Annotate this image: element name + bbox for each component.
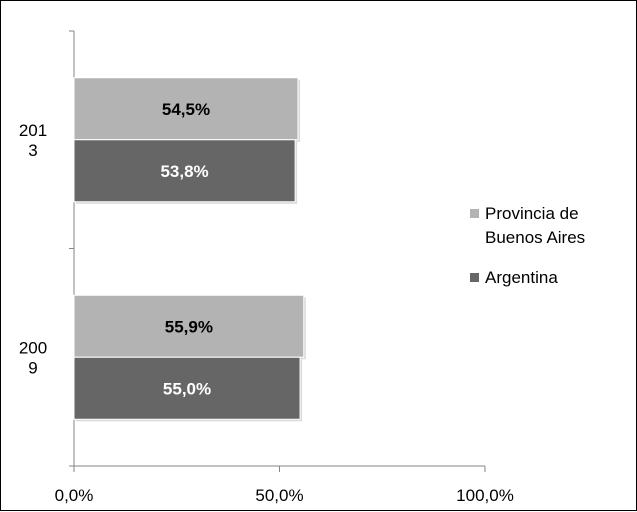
category-label: 3 bbox=[28, 141, 37, 160]
data-label: 54,5% bbox=[162, 100, 210, 119]
legend-label: Provincia de bbox=[485, 204, 579, 223]
category-label: 201 bbox=[19, 121, 47, 140]
x-tick-label: 100,0% bbox=[456, 486, 514, 505]
category-label: 9 bbox=[28, 358, 37, 377]
data-label: 53,8% bbox=[160, 162, 208, 181]
bar-provincia bbox=[73, 294, 305, 358]
legend-label: Buenos Aires bbox=[485, 228, 585, 247]
data-label: 55,0% bbox=[163, 379, 211, 398]
x-tick-label: 0,0% bbox=[55, 486, 94, 505]
bar-provincia bbox=[73, 77, 299, 141]
category-label: 200 bbox=[19, 338, 47, 357]
legend-label: Argentina bbox=[485, 268, 558, 287]
data-label: 55,9% bbox=[165, 317, 213, 336]
bar-argentina bbox=[73, 356, 301, 420]
bar-argentina bbox=[73, 139, 296, 203]
legend-swatch-argentina bbox=[470, 273, 479, 282]
legend-swatch-provincia bbox=[470, 209, 479, 218]
x-tick-label: 50,0% bbox=[255, 486, 303, 505]
